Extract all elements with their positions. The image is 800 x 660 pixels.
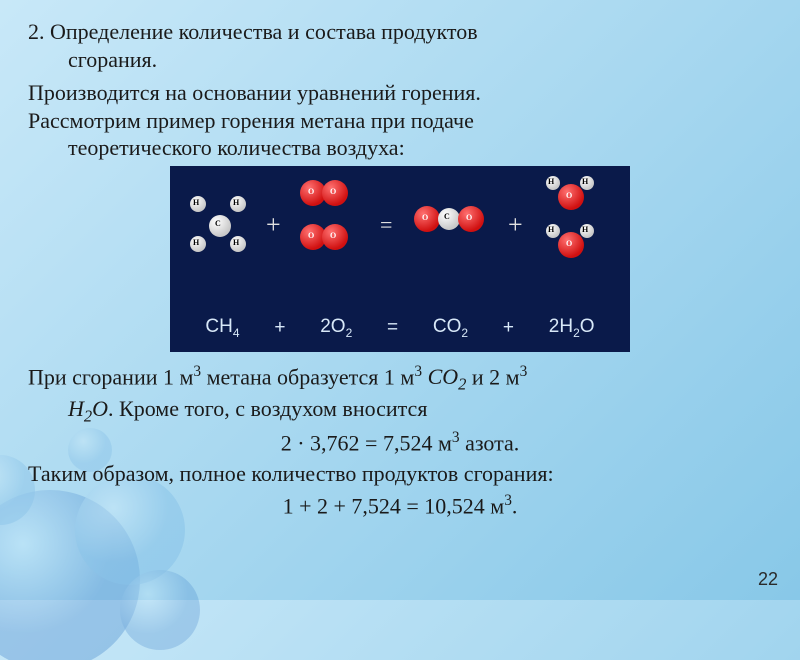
result-text: При сгорании 1 м3 метана образуется 1 м3… bbox=[28, 362, 772, 521]
molecule-h2o-bottom: H H O bbox=[546, 224, 600, 260]
subheading-1: Производится на основании уравнений горе… bbox=[28, 79, 772, 107]
molecule-o2-top: O O bbox=[300, 180, 356, 210]
reaction-diagram: H H C H H + O O O O = bbox=[170, 166, 630, 352]
heading-line-1: 2. Определение количества и состава прод… bbox=[28, 18, 772, 46]
molecule-o2-bottom: O O bbox=[300, 224, 356, 254]
molecule-co2: O C O bbox=[414, 206, 492, 236]
page-number: 22 bbox=[758, 569, 778, 590]
heading: 2. Определение количества и состава прод… bbox=[28, 18, 772, 73]
equation-text: CH4 + 2O2 = CO2 + 2H2O bbox=[170, 316, 630, 340]
example-line-2: теоретического количества воздуха: bbox=[28, 134, 772, 162]
plus-2: + bbox=[508, 210, 523, 240]
example-line-1: Рассмотрим пример горения метана при под… bbox=[28, 107, 772, 135]
slide-content: 2. Определение количества и состава прод… bbox=[0, 0, 800, 533]
plus-1: + bbox=[266, 210, 281, 240]
heading-line-2: сгорания. bbox=[28, 46, 772, 74]
molecule-h2o-top: H H O bbox=[546, 176, 600, 212]
equals: = bbox=[380, 212, 392, 238]
molecule-ch4: H H C H H bbox=[190, 196, 250, 256]
